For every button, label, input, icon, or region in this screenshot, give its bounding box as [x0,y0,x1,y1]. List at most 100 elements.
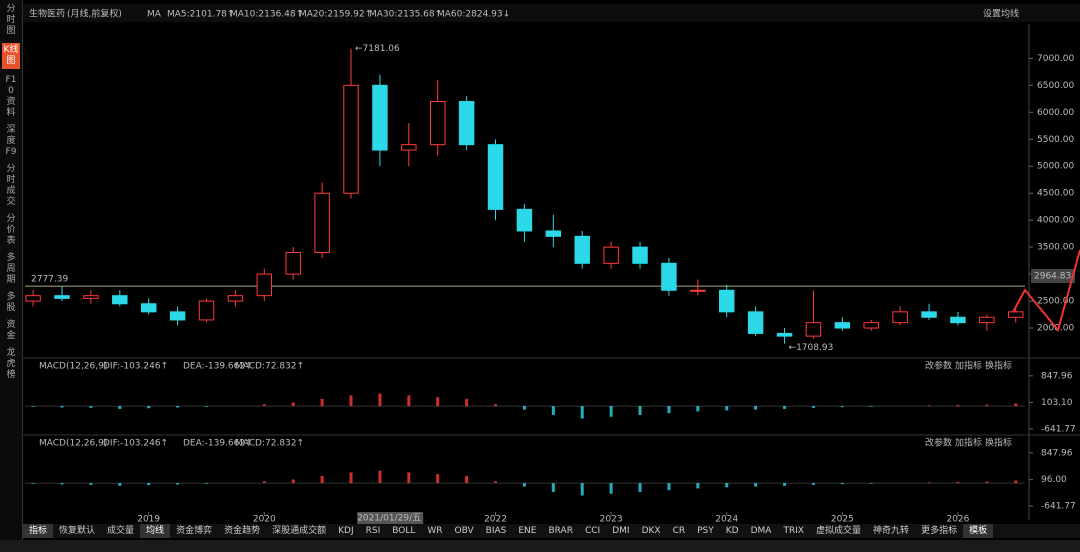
indicator-tab[interactable]: 均线 [140,524,171,538]
macd-bar [840,483,844,485]
macd-bar [638,406,642,415]
sidebar-tab[interactable]: 分时图 [6,4,16,36]
macd-bar [811,406,815,408]
candle-body [54,295,70,299]
y-tick-label: 6500.00 [1037,81,1074,91]
macd-dif: DIF:-103.246↑ [103,362,168,372]
macd-bar [927,482,931,484]
footer-bar [0,540,1080,552]
indicator-tab[interactable]: OBV [454,526,474,536]
indicator-tab[interactable]: DMA [750,526,772,536]
candle-body [372,84,388,151]
macd-macd: MACD:72.832↑ [235,362,304,372]
macd-bar [667,406,671,414]
candle-body [83,295,99,299]
last-price-label: 2964.83 [1034,271,1071,281]
indicator-tab[interactable]: 恢复默认 [59,526,96,536]
macd-bar [349,395,353,407]
header-ma20: MA20:2159.92↑ [299,10,372,20]
indicator-tab[interactable]: 模板 [963,524,994,538]
indicator-tab[interactable]: RSI [365,526,381,536]
macd-bar [1014,480,1018,484]
macd-macd: MACD:72.832↑ [235,439,304,449]
candle-body [169,311,186,321]
settings-button[interactable]: 设置均线 [983,8,1019,20]
macd-bar [205,406,209,407]
indicator-tab[interactable]: 虚拟成交量 [816,526,862,536]
sidebar-tab[interactable]: 多股 [6,292,16,313]
y-tick-label: 6000.00 [1037,108,1074,118]
panel-button[interactable]: 改参数 [925,360,952,372]
candle-body [574,235,590,264]
sidebar-tab[interactable]: 龙虎榜 [6,348,16,380]
candle-body [747,311,764,334]
macd-bar [725,406,729,411]
y-tick-label: 4000.00 [1037,216,1074,226]
macd-bar [378,393,382,407]
sidebar-tab[interactable]: 多周期 [6,253,16,285]
sidebar-tab[interactable]: 分价表 [6,214,16,246]
indicator-tab[interactable]: TRIX [783,526,805,536]
macd-bar [262,404,266,407]
sidebar-tab[interactable]: 分时成交 [6,164,16,207]
panel-button[interactable]: 换指标 [985,437,1012,449]
macd-bar [465,398,469,407]
macd-bar [407,472,411,484]
x-tick-label: 2020 [253,515,276,525]
macd-bar [811,483,815,485]
macd-bar [927,405,931,407]
low-annotation: ←1708.93 [789,343,834,353]
header-ma: MA [147,10,162,20]
sidebar-tab[interactable]: K线图 [2,43,20,69]
macd-bar [118,406,122,409]
macd-bar [262,481,266,484]
indicator-tab[interactable]: BRAR [548,526,573,536]
indicator-tabs: 指标 恢复默认 成交量 均线 资金博弈 资金趋势 深股通成交额 KDJ RSI BOLL WR OBV… [23,524,1080,538]
candle-body [487,144,504,210]
macd-bar [638,483,642,492]
sidebar-tab[interactable]: F10资料 [5,75,17,118]
candle-body [25,295,41,302]
macd-bar [754,483,758,487]
indicator-tab[interactable]: CCI [584,526,601,536]
indicator-tab[interactable]: 深股通成交额 [272,526,327,536]
macd-bar [60,406,64,408]
y-tick-label: 5500.00 [1037,135,1074,145]
macd-title: MACD(12,26,9) [39,362,107,372]
indicator-tab[interactable]: ENE [518,526,537,536]
panel-button[interactable]: 改参数 [925,437,952,449]
indicator-tab[interactable]: BIAS [485,526,507,536]
indicator-tab[interactable]: PSY [697,526,714,536]
indicator-tab[interactable]: 资金博弈 [176,526,213,536]
macd-bar [783,406,787,409]
y-tick-label: -641.77 [1041,424,1076,434]
indicator-tab[interactable]: 更多指标 [921,526,958,536]
sidebar-tab[interactable]: 资金 [6,320,16,341]
macd-bar [465,475,469,484]
sidebar-tab[interactable]: 深度F9 [5,125,17,157]
indicator-tab[interactable]: CR [672,526,686,536]
panel-button[interactable]: 加指标 [955,437,982,449]
header-ma10: MA10:2136.48↑ [230,10,303,20]
indicator-tab[interactable]: KDJ [338,526,354,536]
panel-button[interactable]: 加指标 [955,360,982,372]
high-annotation: ←7181.06 [355,44,400,54]
indicator-tab[interactable]: DKX [641,526,661,536]
macd-bar [436,397,440,407]
x-tick-label: 2019 [137,515,160,525]
indicator-tab[interactable]: 资金趋势 [224,526,261,536]
macd-bar [985,404,989,407]
x-tick-label: 2023 [600,515,623,525]
indicator-tab[interactable]: 神奇九转 [873,526,910,536]
indicator-tab[interactable]: 成交量 [107,526,135,536]
y-tick-label: 103.10 [1041,398,1073,408]
indicator-tab[interactable]: KD [725,526,739,536]
indicator-tab[interactable]: BOLL [392,526,416,536]
indicator-tab[interactable]: 指标 [23,524,54,538]
indicator-tab[interactable]: WR [427,526,443,536]
header-name: 生物医药 [29,8,65,20]
panel-button[interactable]: 换指标 [985,360,1012,372]
candle-body [227,295,244,302]
candle-body [719,289,735,313]
indicator-tab[interactable]: DMI [612,526,630,536]
